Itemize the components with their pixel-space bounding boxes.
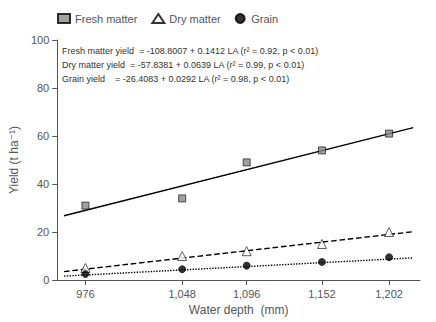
- svg-text:1,202: 1,202: [375, 288, 403, 300]
- svg-text:60: 60: [37, 130, 49, 142]
- svg-text:0: 0: [43, 274, 49, 286]
- svg-text:80: 80: [37, 82, 49, 94]
- svg-text:1,096: 1,096: [233, 288, 261, 300]
- svg-text:Fresh matter: Fresh matter: [75, 13, 138, 25]
- svg-text:Dry matter yield = -57.8381 +: Dry matter yield = -57.8381 + 0.0639 LA …: [62, 60, 304, 70]
- svg-text:Fresh matter yield = -108.800: Fresh matter yield = -108.8007 + 0.1412 …: [62, 46, 318, 56]
- svg-text:1,048: 1,048: [168, 288, 196, 300]
- svg-text:976: 976: [76, 288, 94, 300]
- svg-text:Grain yield = -26.4083 + 0.: Grain yield = -26.4083 + 0.0292 LA (r² =…: [62, 74, 289, 84]
- svg-text:40: 40: [37, 178, 49, 190]
- svg-text:1,152: 1,152: [308, 288, 336, 300]
- svg-text:100: 100: [31, 34, 49, 46]
- svg-text:Dry matter: Dry matter: [169, 13, 221, 25]
- svg-text:Grain: Grain: [251, 13, 278, 25]
- svg-text:Yield (t ha⁻¹): Yield (t ha⁻¹): [7, 126, 21, 194]
- svg-text:20: 20: [37, 226, 49, 238]
- svg-text:Water depth (mm): Water depth (mm): [189, 303, 289, 317]
